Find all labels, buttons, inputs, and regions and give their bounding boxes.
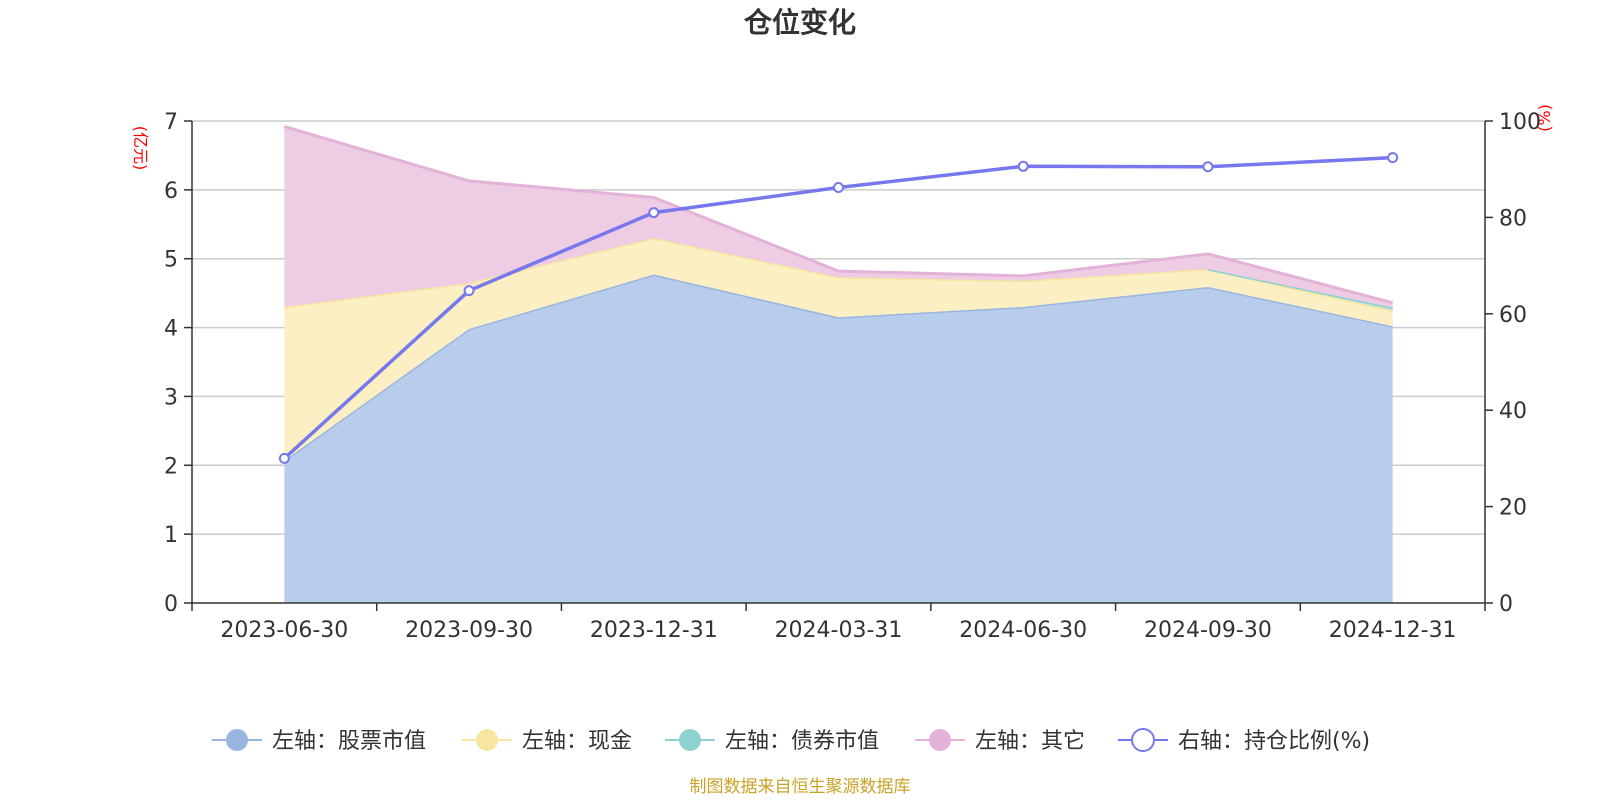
legend-item-5[interactable]: 右轴：持仓比例(%) (1118, 728, 1370, 754)
legend-item-3[interactable]: 左轴：债券市值 (665, 729, 879, 754)
legend-label: 左轴：股票市值 (272, 729, 426, 754)
right-y-tick-label: 60 (1499, 303, 1527, 328)
left-y-tick-label: 2 (164, 454, 178, 479)
ratio-point (463, 285, 475, 297)
right-y-tick-label: 40 (1499, 399, 1527, 424)
series-3-area (1207, 269, 1393, 311)
series-4-edge (283, 125, 1394, 305)
area-series (283, 125, 1394, 603)
ratio-point (1387, 152, 1399, 164)
left-y-tick-label: 0 (164, 592, 178, 617)
legend-label: 右轴：持仓比例(%) (1178, 729, 1370, 754)
legend[interactable]: 左轴：股票市值 左轴：现金 左轴：债券市值 左轴：其它 右轴：持仓比例(%) (212, 728, 1370, 754)
x-tick-label: 2024-03-31 (775, 618, 903, 643)
chart-title: 仓位变化 (744, 6, 856, 39)
legend-marker (679, 729, 701, 751)
data-source-note: 制图数据来自恒生聚源数据库 (690, 777, 911, 797)
right-y-tick-label: 100 (1499, 110, 1541, 135)
legend-marker (226, 729, 248, 751)
legend-label: 左轴：债券市值 (725, 729, 879, 754)
series-2-area (284, 238, 1393, 461)
x-tick-label: 2024-09-30 (1144, 618, 1272, 643)
ratio-point (1017, 160, 1029, 172)
x-tick-label: 2024-12-31 (1329, 618, 1457, 643)
left-y-tick-label: 6 (164, 179, 178, 204)
x-tick-label: 2023-06-30 (220, 618, 348, 643)
legend-label: 左轴：其它 (975, 729, 1085, 754)
left-y-tick-label: 5 (164, 248, 178, 273)
ratio-point (1202, 161, 1214, 173)
ratio-point (278, 452, 290, 464)
right-y-tick-label: 80 (1499, 206, 1527, 231)
left-y-tick-label: 4 (164, 317, 178, 342)
right-y-tick-label: 20 (1499, 496, 1527, 521)
axes: 0 1 2 3 4 5 6 7 0 20 40 60 80 100 2023-06-30 2023-09-30… (164, 110, 1541, 643)
x-tick-label: 2023-09-30 (405, 618, 533, 643)
legend-item-1[interactable]: 左轴：股票市值 (212, 729, 426, 754)
series-1-area (284, 274, 1393, 603)
x-tick-label: 2024-06-30 (959, 618, 1087, 643)
legend-item-4[interactable]: 左轴：其它 (915, 729, 1085, 754)
holding-ratio-line (278, 152, 1399, 464)
right-y-tick-label: 0 (1499, 592, 1513, 617)
legend-marker (476, 729, 498, 751)
x-tick-label: 2023-12-31 (590, 618, 718, 643)
left-axis-unit: (亿元) (131, 126, 150, 171)
left-y-tick-label: 1 (164, 523, 178, 548)
legend-marker (929, 729, 951, 751)
ratio-point (648, 207, 660, 219)
legend-marker (1131, 728, 1155, 752)
legend-label: 左轴：现金 (522, 729, 632, 754)
legend-item-2[interactable]: 左轴：现金 (462, 729, 632, 754)
ratio-point (833, 182, 844, 194)
right-axis-unit: (%) (1535, 104, 1554, 132)
left-y-tick-label: 3 (164, 385, 178, 410)
left-y-tick-label: 7 (164, 110, 178, 135)
